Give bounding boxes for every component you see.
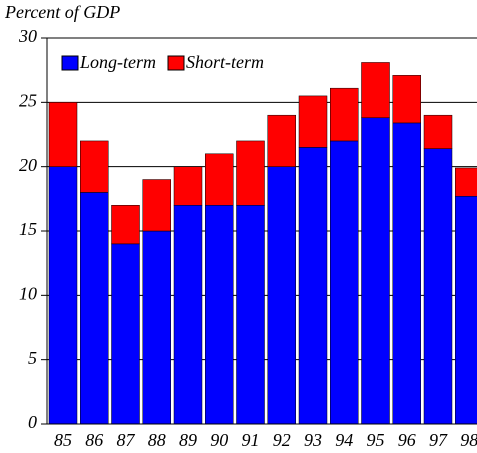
bar-segment	[455, 196, 477, 425]
bar-segment	[111, 243, 140, 425]
y-tick-label: 20	[19, 155, 37, 175]
bar-segment	[80, 140, 109, 193]
bar-segment	[392, 122, 421, 425]
bar-segment	[142, 179, 171, 232]
bar-segment	[173, 166, 203, 206]
y-tick-label: 25	[19, 90, 37, 110]
bar-segment	[330, 87, 359, 142]
bar-segment	[205, 205, 234, 425]
bar-segment	[330, 140, 359, 425]
x-tick-label: 87	[117, 430, 136, 450]
bar-segment	[205, 153, 234, 206]
x-tick-label: 91	[242, 430, 260, 450]
bar-segment	[361, 117, 390, 425]
bar-segment	[267, 166, 296, 425]
bar-segment	[236, 205, 265, 425]
y-tick-label: 0	[28, 412, 37, 432]
bar-segment	[392, 75, 421, 124]
bar-segment	[455, 167, 477, 197]
x-tick-label: 98	[460, 430, 477, 450]
y-tick-label: 5	[28, 348, 37, 368]
y-tick-label: 15	[19, 219, 37, 239]
y-tick-label: 10	[19, 283, 37, 303]
bar-segment	[111, 205, 140, 245]
legend-label: Short-term	[186, 52, 264, 72]
x-tick-label: 93	[304, 430, 322, 450]
bar-segment	[48, 102, 78, 167]
bar-segment	[267, 114, 296, 167]
bar-segment	[298, 147, 328, 425]
x-tick-label: 97	[429, 430, 448, 450]
bar-segment	[361, 62, 390, 119]
x-tick-label: 89	[179, 430, 197, 450]
x-tick-label: 94	[335, 430, 353, 450]
bar-segment	[298, 95, 328, 148]
x-tick-label: 85	[54, 430, 72, 450]
bar-segment	[173, 205, 203, 425]
bar-segment	[423, 148, 453, 425]
bar-segment	[80, 192, 109, 425]
x-tick-label: 92	[273, 430, 291, 450]
x-tick-label: 86	[85, 430, 103, 450]
y-axis-label: Percent of GDP	[4, 2, 120, 22]
bar-segment	[236, 140, 265, 206]
legend-label: Long-term	[79, 52, 156, 72]
x-tick-label: 88	[148, 430, 166, 450]
x-tick-label: 95	[367, 430, 385, 450]
y-tick-label: 30	[18, 26, 37, 46]
bar-segment	[48, 166, 78, 425]
bar-segment	[423, 114, 453, 149]
bar-segment	[142, 230, 171, 425]
x-tick-label: 90	[210, 430, 228, 450]
legend-swatch	[61, 55, 79, 71]
legend-swatch	[167, 55, 185, 71]
x-tick-label: 96	[398, 430, 416, 450]
